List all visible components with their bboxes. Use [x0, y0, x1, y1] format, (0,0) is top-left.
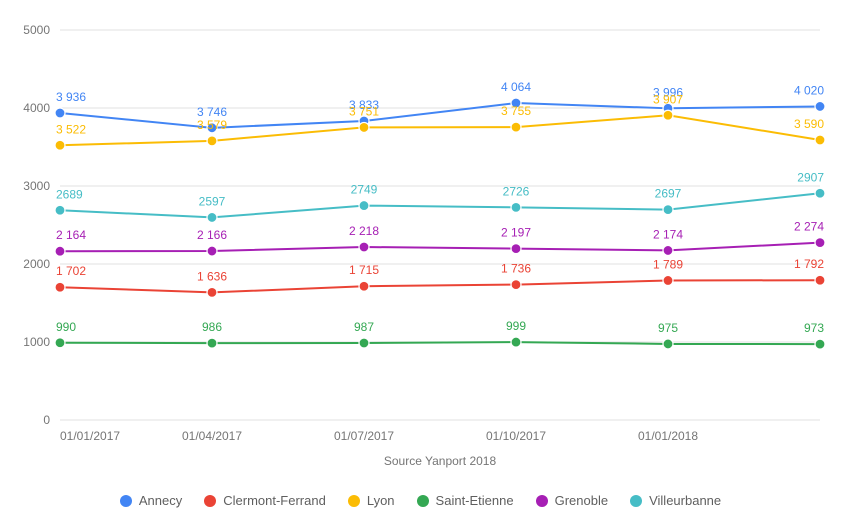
series-marker [511, 202, 521, 212]
series-marker [663, 205, 673, 215]
series-marker [815, 238, 825, 248]
legend-item: Saint-Etienne [417, 493, 514, 508]
legend-dot [630, 495, 642, 507]
legend-dot [536, 495, 548, 507]
y-tick-label: 5000 [23, 23, 50, 37]
series-marker [815, 339, 825, 349]
data-label: 2907 [797, 170, 824, 184]
x-tick-label: 01/10/2017 [486, 429, 546, 443]
legend-dot [417, 495, 429, 507]
x-tick-label: 01/07/2017 [334, 429, 394, 443]
series-marker [359, 242, 369, 252]
chart-legend: Annecy Clermont-Ferrand Lyon Saint-Etienne G… [0, 493, 841, 508]
series-marker [511, 244, 521, 254]
data-label: 3 522 [56, 122, 86, 136]
data-label: 2 218 [349, 224, 379, 238]
data-label: 2 197 [501, 226, 531, 240]
data-label: 2 274 [794, 220, 824, 234]
x-tick-label: 01/01/2017 [60, 429, 120, 443]
series-marker [207, 136, 217, 146]
series-marker [663, 245, 673, 255]
series-marker [207, 287, 217, 297]
legend-label: Lyon [367, 493, 395, 508]
legend-label: Annecy [139, 493, 182, 508]
series-marker [511, 122, 521, 132]
legend-dot [204, 495, 216, 507]
data-label: 1 789 [653, 257, 683, 271]
legend-item: Annecy [120, 493, 182, 508]
series-marker [815, 188, 825, 198]
series-marker [815, 101, 825, 111]
legend-label: Clermont-Ferrand [223, 493, 326, 508]
data-label: 2 164 [56, 228, 86, 242]
data-label: 2597 [199, 194, 226, 208]
data-label: 986 [202, 320, 222, 334]
legend-item: Grenoble [536, 493, 608, 508]
data-label: 3 755 [501, 104, 531, 118]
series-marker [663, 110, 673, 120]
legend-dot [348, 495, 360, 507]
data-label: 4 020 [794, 83, 824, 97]
data-label: 1 736 [501, 262, 531, 276]
legend-label: Villeurbanne [649, 493, 721, 508]
series-marker [55, 140, 65, 150]
series-marker [55, 338, 65, 348]
series-marker [511, 337, 521, 347]
series-marker [207, 246, 217, 256]
data-label: 3 936 [56, 90, 86, 104]
data-label: 973 [804, 321, 824, 335]
y-tick-label: 3000 [23, 179, 50, 193]
data-label: 1 792 [794, 257, 824, 271]
data-label: 4 064 [501, 80, 531, 94]
data-label: 987 [354, 320, 374, 334]
legend-dot [120, 495, 132, 507]
legend-label: Saint-Etienne [436, 493, 514, 508]
line-chart: 0 1000 2000 3000 4000 5000 01/01/2017 01/04/201… [0, 0, 841, 520]
series-marker [207, 338, 217, 348]
series-marker [815, 275, 825, 285]
series-marker [663, 275, 673, 285]
data-label: 2 166 [197, 228, 227, 242]
series-marker [359, 338, 369, 348]
data-label: 2726 [503, 184, 530, 198]
series-marker [207, 212, 217, 222]
y-tick-label: 4000 [23, 101, 50, 115]
data-label: 990 [56, 320, 76, 334]
y-tick-label: 2000 [23, 257, 50, 271]
series-marker [55, 282, 65, 292]
series-marker [815, 135, 825, 145]
series-marker [511, 280, 521, 290]
data-label: 2 174 [653, 227, 683, 241]
data-label: 3 746 [197, 105, 227, 119]
series-marker [359, 122, 369, 132]
data-label: 999 [506, 319, 526, 333]
legend-label: Grenoble [555, 493, 608, 508]
legend-item: Lyon [348, 493, 395, 508]
data-label: 1 636 [197, 269, 227, 283]
y-tick-label: 1000 [23, 335, 50, 349]
chart-container: 0 1000 2000 3000 4000 5000 01/01/2017 01/04/201… [0, 0, 841, 520]
data-label: 975 [658, 321, 678, 335]
data-label: 2689 [56, 187, 83, 201]
data-label: 3 590 [794, 117, 824, 131]
x-tick-label: 01/04/2017 [182, 429, 242, 443]
data-label: 2697 [655, 187, 682, 201]
series-marker [55, 246, 65, 256]
data-label: 3 751 [349, 104, 379, 118]
series-marker [359, 201, 369, 211]
series-marker [663, 339, 673, 349]
legend-item: Clermont-Ferrand [204, 493, 326, 508]
series-marker [55, 108, 65, 118]
series-marker [55, 205, 65, 215]
data-label: 3 907 [653, 92, 683, 106]
data-label: 1 715 [349, 263, 379, 277]
data-label: 2749 [351, 183, 378, 197]
data-label: 3 579 [197, 118, 227, 132]
series-marker [359, 281, 369, 291]
legend-item: Villeurbanne [630, 493, 721, 508]
data-label: 1 702 [56, 264, 86, 278]
y-tick-label: 0 [43, 413, 50, 427]
x-tick-label: 01/01/2018 [638, 429, 698, 443]
chart-caption: Source Yanport 2018 [384, 454, 497, 468]
